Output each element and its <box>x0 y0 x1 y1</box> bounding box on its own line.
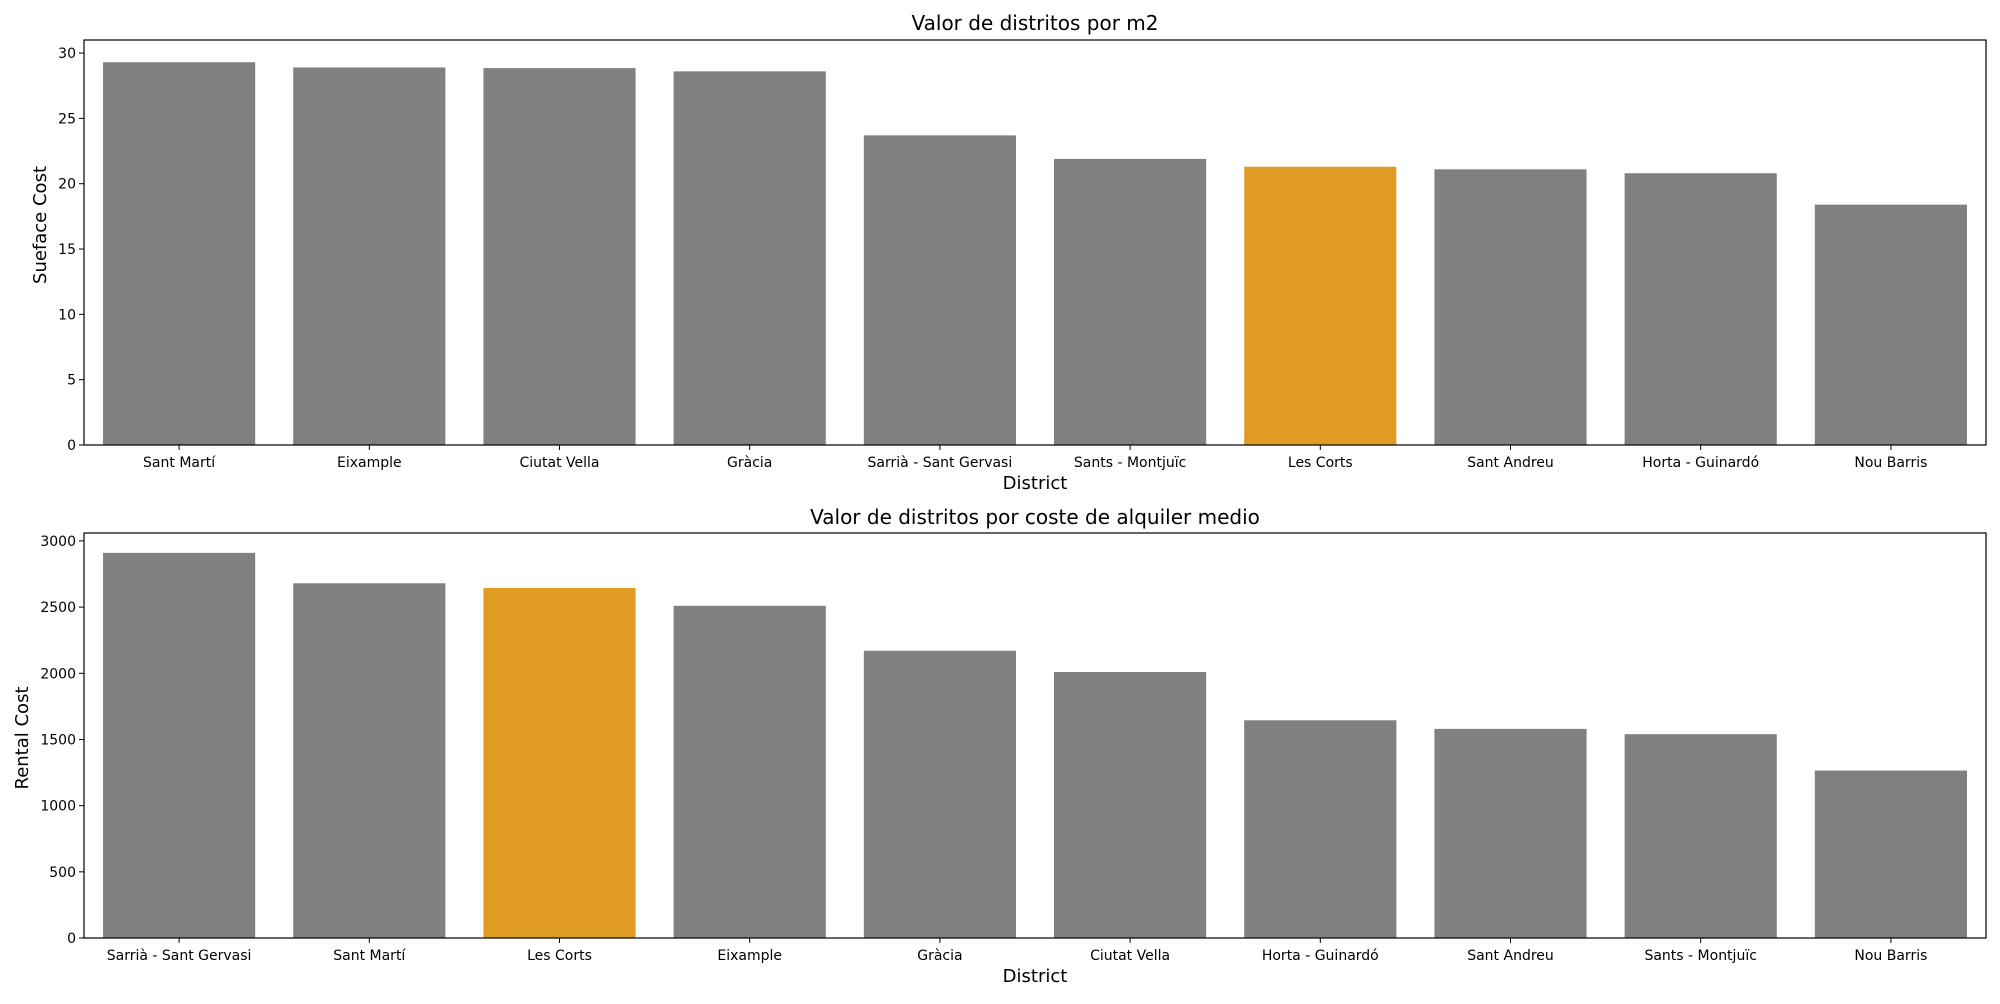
chart-surface-cost: Valor de distritos por m2 District Suefa… <box>30 11 1987 494</box>
bar-2 <box>483 68 636 445</box>
x-tick-label: Les Corts <box>527 948 592 964</box>
bar-4 <box>863 135 1016 445</box>
x-tick-label: Horta - Guinardó <box>1262 948 1379 964</box>
x-ticks: Sarrià - Sant Gervasi Sant Martí Les Corts… <box>107 938 1927 964</box>
x-tick-label: Sant Martí <box>333 948 406 964</box>
x-axis-label: District <box>1003 966 1068 987</box>
x-tick-label: Sarrià - Sant Gervasi <box>868 455 1013 471</box>
bar-0 <box>103 62 256 446</box>
x-tick-label: Nou Barris <box>1854 455 1927 471</box>
y-axis-label: Rental Cost <box>12 686 33 789</box>
x-tick-label: Ciutat Vella <box>519 455 599 471</box>
bar-6 <box>1244 166 1397 446</box>
y-tick-label: 15 <box>58 242 76 258</box>
x-tick-label: Sant Martí <box>143 455 216 471</box>
x-tick-label: Sant Andreu <box>1467 948 1554 964</box>
y-tick-label: 0 <box>67 931 76 947</box>
chart-title: Valor de distritos por coste de alquiler… <box>810 505 1260 529</box>
y-tick-label: 1000 <box>40 799 76 815</box>
y-tick-label: 2000 <box>40 666 76 682</box>
bar-3 <box>673 71 826 445</box>
bar-7 <box>1434 728 1587 938</box>
bar-5 <box>1054 671 1207 938</box>
x-tick-label: Les Corts <box>1288 455 1353 471</box>
bar-4 <box>863 650 1016 938</box>
bar-8 <box>1624 173 1777 445</box>
y-ticks: 0 500 1000 1500 2000 2500 3000 <box>40 534 84 947</box>
x-tick-label: Gràcia <box>917 948 962 964</box>
x-tick-label: Eixample <box>337 455 402 471</box>
y-tick-label: 30 <box>58 46 76 62</box>
bar-1 <box>293 67 446 445</box>
y-ticks: 0 5 10 15 20 25 30 <box>58 46 84 454</box>
x-tick-label: Sarrià - Sant Gervasi <box>107 948 252 964</box>
bar-9 <box>1814 770 1967 938</box>
x-tick-label: Nou Barris <box>1854 948 1927 964</box>
y-tick-label: 2500 <box>40 600 76 616</box>
y-tick-label: 3000 <box>40 534 76 550</box>
bar-5 <box>1054 158 1207 445</box>
y-tick-label: 500 <box>49 865 76 881</box>
plot-frame <box>83 39 1987 446</box>
x-tick-label: Horta - Guinardó <box>1642 455 1759 471</box>
y-tick-label: 1500 <box>40 732 76 748</box>
y-tick-label: 25 <box>58 111 76 127</box>
bar-1 <box>293 583 446 938</box>
bar-3 <box>673 605 826 938</box>
bar-0 <box>103 552 256 938</box>
y-tick-label: 20 <box>58 177 76 193</box>
x-tick-label: Sants - Montjuïc <box>1644 948 1756 964</box>
chart-rental-cost: Valor de distritos por coste de alquiler… <box>12 505 1987 987</box>
bar-8 <box>1624 734 1777 938</box>
y-tick-label: 0 <box>67 438 76 454</box>
bar-6 <box>1244 720 1397 938</box>
y-tick-label: 5 <box>67 373 76 389</box>
bar-7 <box>1434 169 1587 445</box>
bar-9 <box>1814 204 1967 445</box>
x-tick-label: Eixample <box>717 948 782 964</box>
bars <box>103 62 1967 446</box>
plot-frame <box>83 532 1987 939</box>
x-tick-label: Sant Andreu <box>1467 455 1554 471</box>
bars <box>103 552 1967 938</box>
x-tick-label: Sants - Montjuïc <box>1074 455 1186 471</box>
x-axis-label: District <box>1003 473 1068 494</box>
y-axis-label: Sueface Cost <box>30 166 51 284</box>
x-ticks: Sant Martí Eixample Ciutat Vella Gràcia Sarr… <box>143 445 1927 471</box>
x-tick-label: Ciutat Vella <box>1090 948 1170 964</box>
y-tick-label: 10 <box>58 307 76 323</box>
bar-2 <box>483 587 636 938</box>
x-tick-label: Gràcia <box>727 455 772 471</box>
chart-title: Valor de distritos por m2 <box>912 11 1159 35</box>
